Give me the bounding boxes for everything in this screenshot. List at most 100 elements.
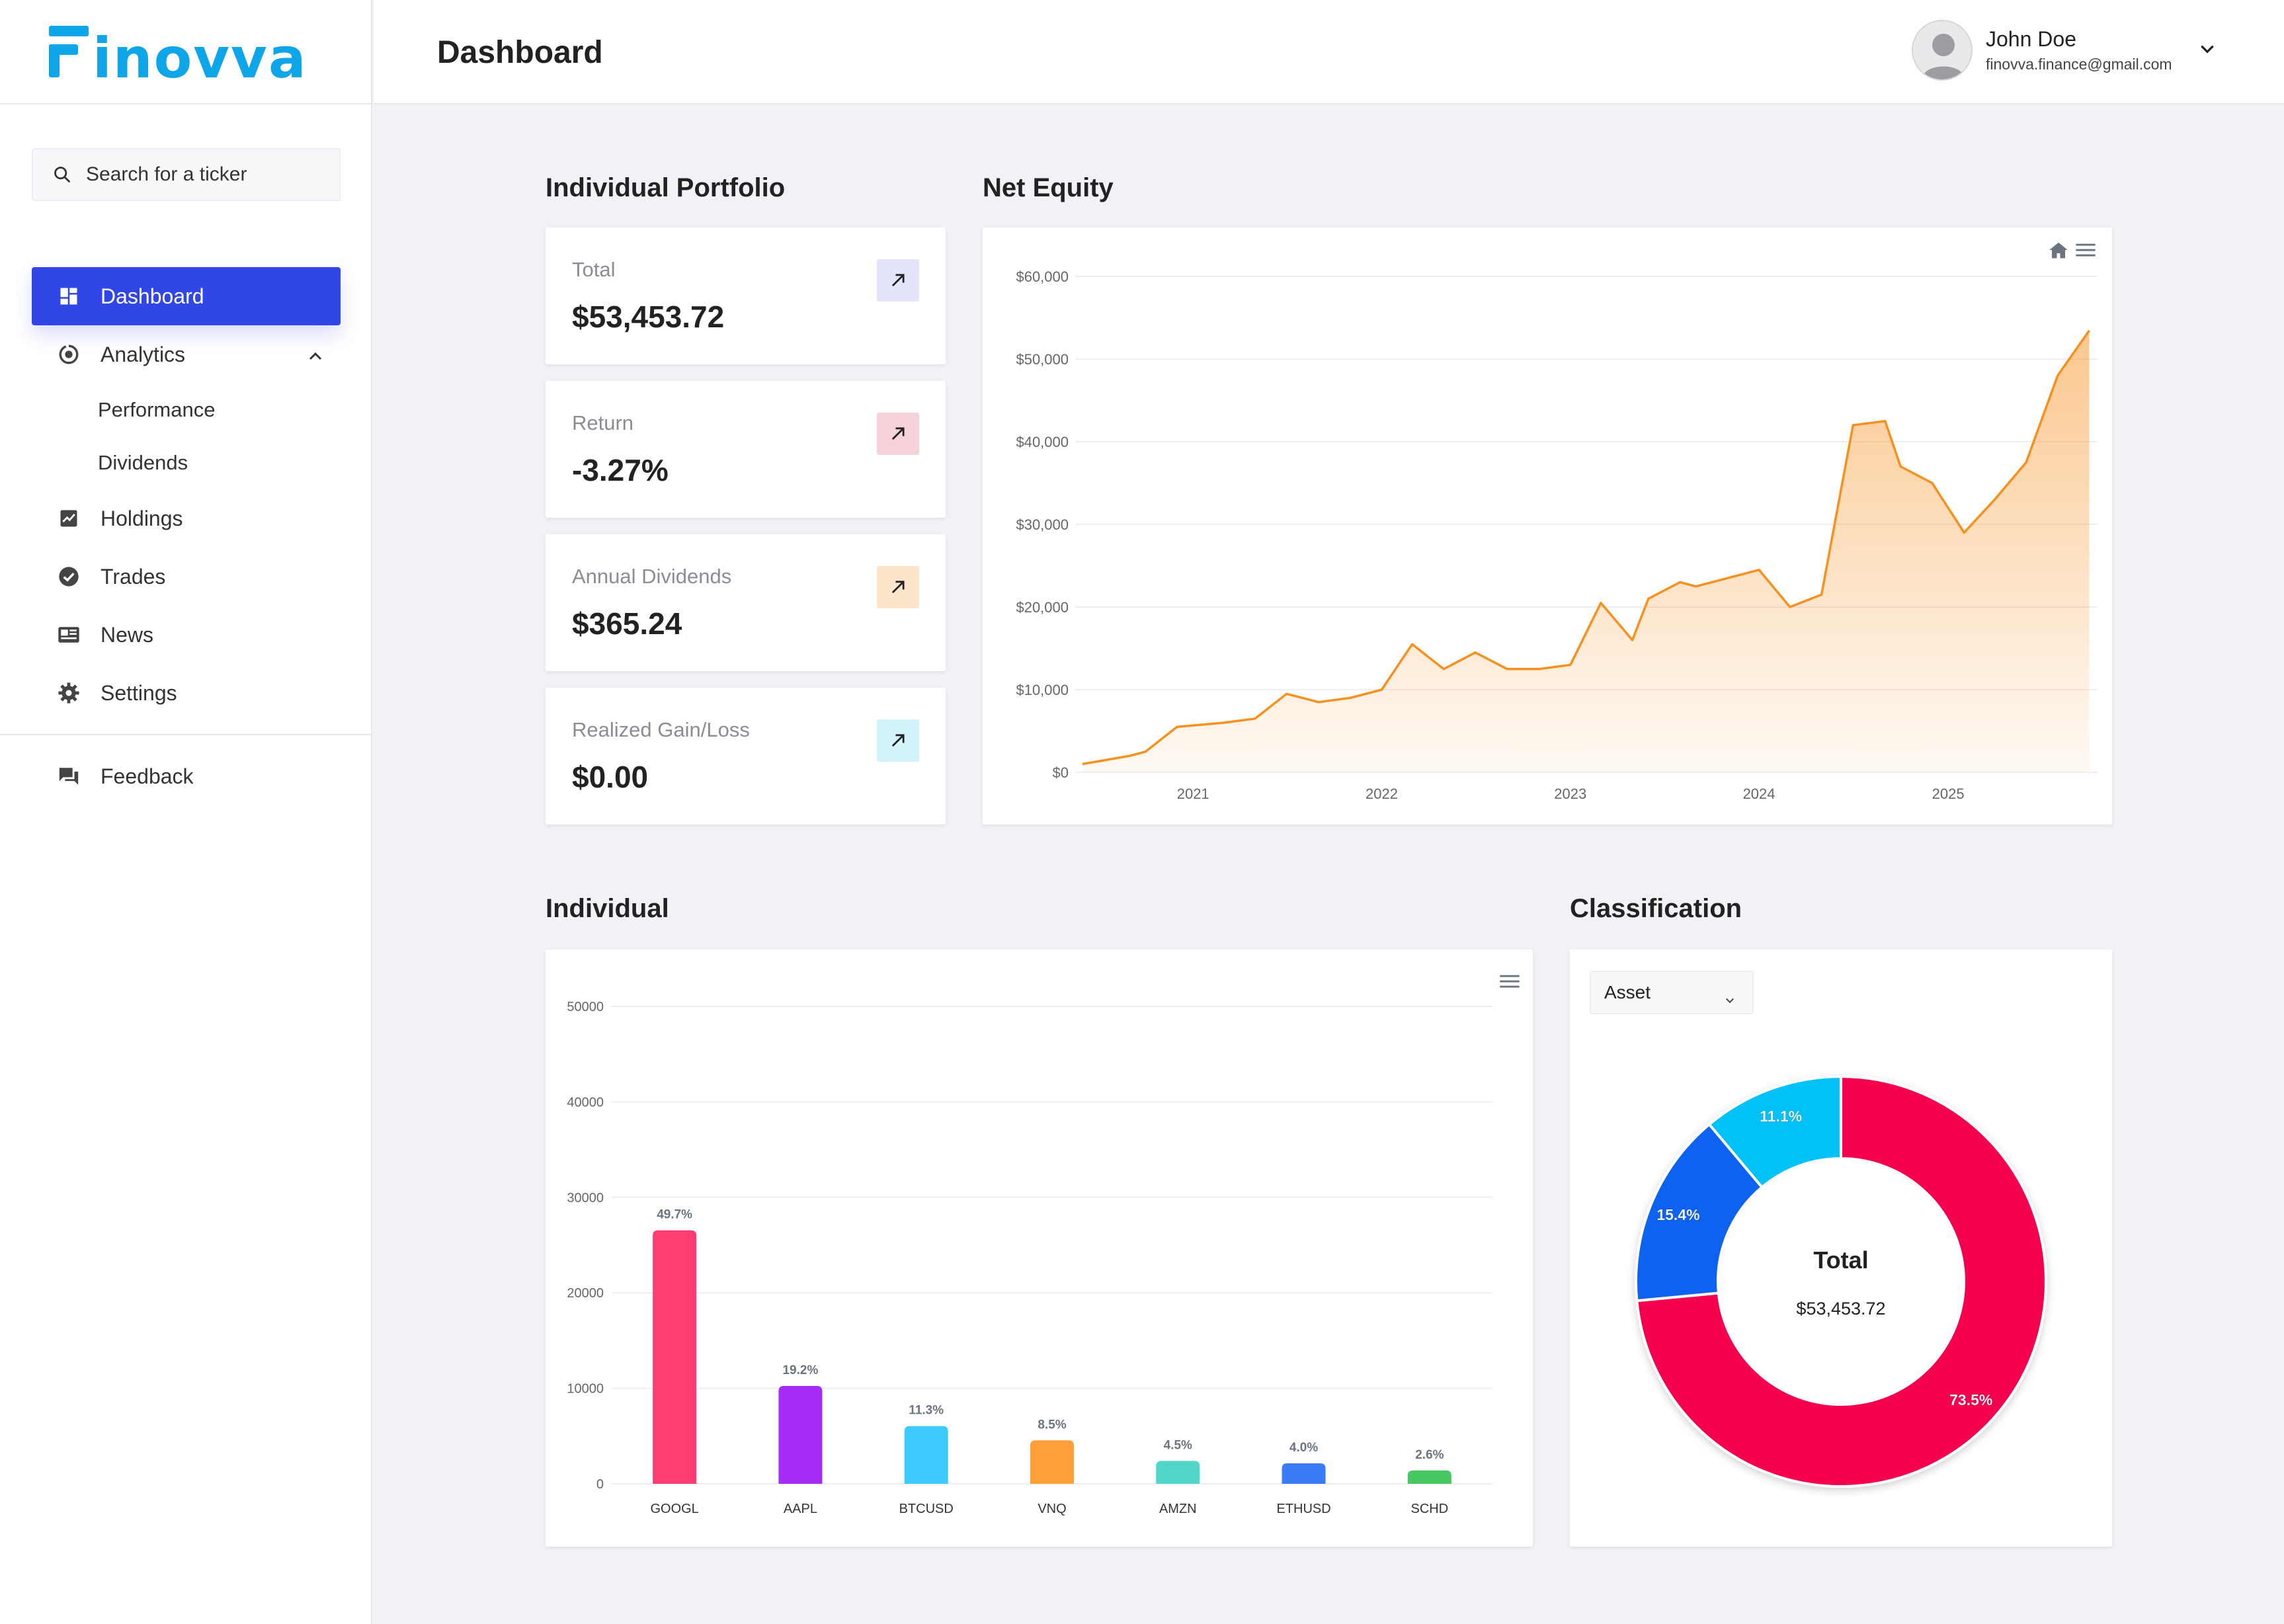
donut-center-value: $53,453.72 xyxy=(1796,1299,1885,1319)
bar-aapl xyxy=(778,1385,823,1484)
sidebar-divider xyxy=(0,734,372,735)
stat-value: $53,453.72 xyxy=(572,300,725,334)
sidebar-item-settings[interactable]: Settings xyxy=(32,664,341,722)
user-name: John Doe xyxy=(1986,27,2076,51)
x-tick-label: 2025 xyxy=(1932,786,1965,802)
sidebar-item-dashboard[interactable]: Dashboard xyxy=(32,267,341,325)
search-placeholder: Search for a ticker xyxy=(86,163,247,185)
stat-card-total[interactable]: Total $53,453.72 xyxy=(546,227,946,364)
bar-data-label: 11.3% xyxy=(909,1404,944,1418)
bar-schd xyxy=(1407,1470,1451,1484)
menu-icon[interactable] xyxy=(1499,973,1520,993)
page-title: Dashboard xyxy=(437,35,603,70)
sidebar-item-label: Analytics xyxy=(101,342,186,366)
donut-segments xyxy=(1635,1075,2047,1488)
net-equity-title: Net Equity xyxy=(983,173,1114,202)
user-email: finovva.finance@gmail.com xyxy=(1986,56,2172,73)
donut-data-label: 15.4% xyxy=(1656,1206,1699,1223)
x-tick-label: SCHD xyxy=(1411,1502,1449,1516)
arrow-up-right-icon[interactable] xyxy=(877,566,919,608)
sidebar-item-label: News xyxy=(101,622,154,647)
search-input[interactable]: Search for a ticker xyxy=(32,148,341,201)
arrow-up-right-icon[interactable] xyxy=(877,259,919,302)
bar-data-label: 4.5% xyxy=(1164,1438,1192,1452)
classification-select[interactable]: Asset xyxy=(1590,971,1754,1014)
search-icon xyxy=(54,167,70,183)
sidebar-item-trades[interactable]: Trades xyxy=(32,548,341,606)
stat-value: $365.24 xyxy=(572,606,682,641)
donut-segment xyxy=(1707,1075,1842,1190)
individual-bar-chart[interactable]: 0 10000 20000 30000 40000 50000 49.7% GOOGL 19.2… xyxy=(546,950,1533,1547)
bar-data-label: 2.6% xyxy=(1415,1448,1444,1462)
equity-area xyxy=(1082,330,2090,772)
chevron-down-icon[interactable] xyxy=(2199,43,2216,58)
bar-data-label: 19.2% xyxy=(782,1363,818,1377)
dashboard-icon xyxy=(57,284,81,308)
y-tick-label: 10000 xyxy=(567,1382,604,1397)
net-equity-card: $0 $10,000 $20,000 $30,000 $40,000 $50,000 $60… xyxy=(983,227,2112,825)
individual-title: Individual xyxy=(546,894,669,923)
y-tick-label: 20000 xyxy=(567,1286,604,1301)
select-value: Asset xyxy=(1604,982,1651,1002)
stat-label: Total xyxy=(572,258,616,281)
donut-hole xyxy=(1719,1160,1963,1403)
home-icon[interactable] xyxy=(2049,241,2068,263)
trades-icon xyxy=(57,565,81,589)
donut-data-label: 73.5% xyxy=(1949,1391,1992,1408)
arrow-up-right-icon[interactable] xyxy=(877,413,919,455)
chevron-up-icon[interactable] xyxy=(307,343,323,367)
bar-amzn xyxy=(1156,1461,1200,1484)
sidebar-item-dividends[interactable]: Dividends xyxy=(32,436,341,489)
gear-icon xyxy=(57,681,81,705)
x-tick-label: 2024 xyxy=(1743,786,1775,802)
y-tick-label: 30000 xyxy=(567,1191,604,1205)
sidebar-item-label: Settings xyxy=(101,680,177,705)
y-tick-label: $60,000 xyxy=(1016,268,1069,285)
equity-line xyxy=(1082,329,2090,766)
x-tick-label: VNQ xyxy=(1038,1502,1066,1516)
x-tick-label: AAPL xyxy=(784,1502,817,1516)
bar-btcusd xyxy=(904,1426,948,1484)
sidebar-item-performance[interactable]: Performance xyxy=(32,384,341,436)
stat-label: Annual Dividends xyxy=(572,565,732,588)
individual-card: 0 10000 20000 30000 40000 50000 49.7% GOOGL 19.2… xyxy=(546,950,1533,1547)
y-tick-label: $10,000 xyxy=(1016,682,1069,698)
sidebar-item-label: Dividends xyxy=(98,451,188,474)
menu-icon[interactable] xyxy=(2075,242,2096,261)
user-menu[interactable]: John Doe finovva.finance@gmail.com xyxy=(1912,19,2216,82)
classification-donut-chart[interactable]: 73.5% 15.4% 11.1% Total $53,453.72 xyxy=(1570,950,2112,1547)
net-equity-chart[interactable]: $0 $10,000 $20,000 $30,000 $40,000 $50,000 $60… xyxy=(983,227,2112,825)
sidebar-item-label: Feedback xyxy=(101,764,194,788)
avatar xyxy=(1912,20,1973,81)
x-tick-label: BTCUSD xyxy=(899,1502,954,1516)
bar-vnq xyxy=(1030,1440,1074,1484)
news-icon xyxy=(57,623,81,647)
y-tick-label: $50,000 xyxy=(1016,351,1069,368)
logo[interactable]: inovva xyxy=(0,0,371,104)
arrow-up-right-icon[interactable] xyxy=(877,719,919,762)
stat-card-annual-dividends[interactable]: Annual Dividends $365.24 xyxy=(546,534,946,671)
classification-card: Asset 73.5% 15.4% 11.1% Total $53,453.72 xyxy=(1570,950,2112,1547)
stat-label: Return xyxy=(572,411,634,434)
stat-card-return[interactable]: Return -3.27% xyxy=(546,381,946,518)
stat-card-realized-gain-loss[interactable]: Realized Gain/Loss $0.00 xyxy=(546,688,946,825)
sidebar-item-holdings[interactable]: Holdings xyxy=(32,489,341,548)
sidebar-item-news[interactable]: News xyxy=(32,606,341,664)
sidebar-item-label: Trades xyxy=(101,564,166,589)
y-tick-label: $0 xyxy=(1053,764,1069,781)
sidebar-item-label: Dashboard xyxy=(101,284,204,308)
bar-data-label: 49.7% xyxy=(657,1208,692,1222)
sidebar-item-feedback[interactable]: Feedback xyxy=(32,747,341,805)
x-tick-label: 2021 xyxy=(1177,786,1209,802)
analytics-icon xyxy=(57,343,81,366)
logo-text: inovva xyxy=(93,26,307,81)
finovva-logo: inovva xyxy=(49,26,307,81)
bar-googl xyxy=(653,1230,697,1484)
bar-data-label: 8.5% xyxy=(1038,1418,1066,1432)
x-tick-label: GOOGL xyxy=(650,1502,698,1516)
x-tick-label: 2023 xyxy=(1554,786,1586,802)
y-tick-label: $30,000 xyxy=(1016,516,1069,533)
sidebar-item-analytics[interactable]: Analytics xyxy=(32,325,341,384)
donut-data-label: 11.1% xyxy=(1760,1108,1802,1125)
donut-segment xyxy=(1635,1122,1764,1303)
